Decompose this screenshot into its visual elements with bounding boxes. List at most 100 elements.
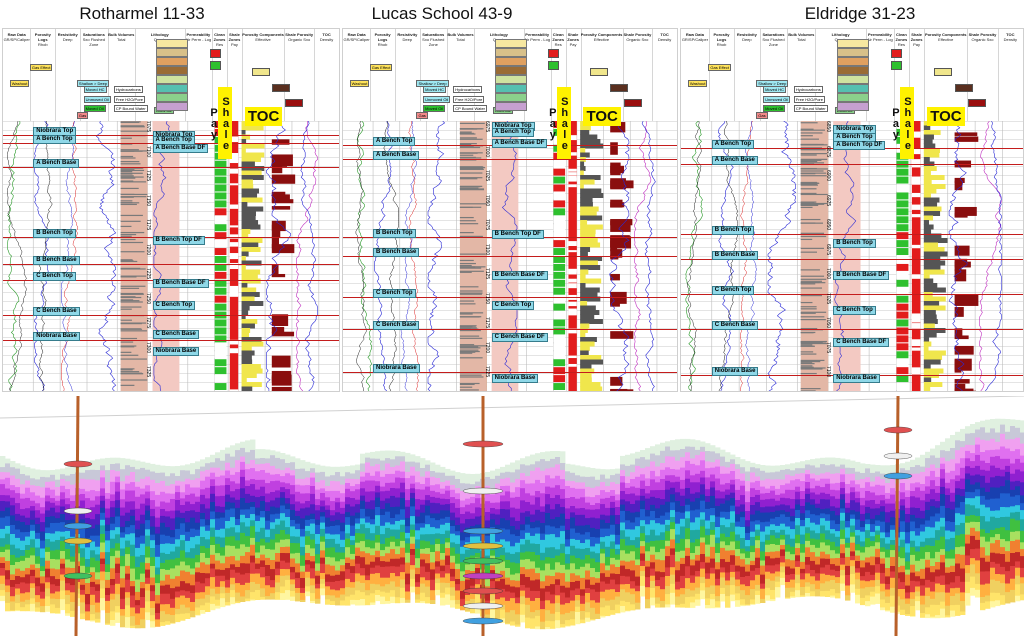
model-layer-cell	[310, 578, 316, 586]
model-layer-cell	[685, 452, 691, 462]
model-layer-cell	[890, 525, 896, 531]
model-layer-cell	[230, 584, 236, 591]
model-layer-cell	[130, 616, 136, 627]
model-layer-cell	[185, 597, 191, 608]
model-layer-cell	[935, 551, 941, 563]
model-layer-cell	[195, 607, 201, 616]
model-layer-cell	[300, 503, 306, 509]
model-layer-cell	[775, 471, 781, 480]
model-layer-cell	[905, 603, 911, 615]
model-layer-cell	[620, 491, 626, 500]
model-layer-cell	[680, 575, 686, 589]
model-layer-cell	[865, 581, 871, 588]
lithology-pattern	[120, 372, 143, 375]
lithology-pattern	[459, 154, 474, 156]
model-layer-cell	[280, 530, 286, 541]
model-layer-cell	[20, 498, 26, 510]
model-layer-cell	[215, 543, 221, 554]
porosity-component-fill	[923, 346, 929, 351]
model-layer-cell	[835, 482, 841, 491]
clean-zone-block	[214, 295, 227, 303]
model-layer-cell	[930, 537, 936, 547]
model-layer-cell	[10, 467, 16, 476]
model-layer-cell	[935, 501, 941, 509]
formation-marker-left: Niobrara Base	[711, 366, 759, 376]
model-layer-cell	[635, 487, 641, 496]
model-layer-cell	[175, 557, 181, 566]
model-layer-cell	[180, 613, 186, 621]
model-layer-cell	[260, 501, 266, 512]
model-layer-cell	[25, 480, 31, 489]
model-layer-cell	[670, 574, 676, 585]
formation-marker-right: B Bench Base DF	[491, 270, 548, 280]
porosity-component-fill	[241, 287, 257, 293]
model-layer-cell	[70, 585, 76, 593]
model-layer-cell	[240, 532, 246, 545]
model-layer-cell	[215, 496, 221, 507]
header-column-title: Clean Zones	[213, 32, 226, 42]
lithology-pattern	[800, 312, 816, 314]
lithology-pattern	[800, 331, 816, 334]
model-layer-cell	[155, 574, 161, 584]
model-layer-cell	[245, 493, 251, 504]
model-layer-cell	[185, 522, 191, 533]
model-layer-cell	[45, 577, 51, 583]
model-layer-cell	[165, 614, 171, 622]
shale-pay-gap	[911, 339, 921, 347]
clean-zone-block	[896, 168, 909, 176]
lithology-pattern	[800, 232, 825, 234]
model-layer-cell	[850, 500, 856, 511]
model-layer-cell	[605, 486, 611, 493]
model-layer-cell	[640, 553, 646, 562]
legend-chip: CP Bound Water	[793, 105, 828, 113]
model-layer-cell	[275, 474, 281, 482]
model-layer-cell	[270, 492, 276, 501]
model-layer-cell	[160, 480, 166, 493]
model-layer-cell	[0, 472, 6, 480]
model-layer-cell	[775, 505, 781, 512]
model-layer-cell	[540, 609, 546, 622]
model-layer-cell	[490, 581, 496, 591]
model-layer-cell	[300, 546, 306, 556]
model-layer-cell	[450, 547, 456, 557]
shale-porosity-block	[954, 269, 967, 282]
model-layer-cell	[275, 490, 281, 499]
model-layer-cell	[580, 508, 586, 516]
model-layer-cell	[345, 557, 351, 564]
model-layer-cell	[610, 469, 616, 476]
model-layer-cell	[885, 465, 891, 477]
model-layer-cell	[500, 604, 506, 610]
model-layer-cell	[25, 536, 31, 546]
model-layer-cell	[580, 525, 586, 535]
permeability-curve	[153, 121, 171, 391]
model-layer-cell	[500, 561, 506, 572]
model-layer-cell	[475, 473, 481, 482]
model-layer-cell	[190, 568, 196, 575]
model-layer-cell	[125, 534, 131, 541]
model-layer-cell	[380, 515, 386, 527]
model-layer-cell	[440, 553, 446, 560]
model-layer-cell	[870, 531, 876, 537]
porosity-component-fill	[241, 364, 261, 369]
model-layer-cell	[915, 482, 921, 488]
model-layer-cell	[385, 463, 391, 475]
model-layer-cell	[880, 563, 886, 574]
model-layer-cell	[940, 441, 946, 451]
model-layer-cell	[565, 569, 571, 582]
model-layer-cell	[540, 483, 546, 494]
model-layer-cell	[70, 514, 76, 521]
model-layer-cell	[700, 451, 706, 461]
model-layer-cell	[380, 556, 386, 562]
model-layer-cell	[670, 510, 676, 518]
porosity-component-fill	[580, 292, 598, 297]
model-layer-cell	[435, 551, 441, 562]
porosity-legend-swatch	[590, 67, 609, 76]
model-layer-cell	[280, 487, 286, 493]
model-layer-cell	[885, 498, 891, 504]
header-column-title: Raw Data	[347, 32, 366, 37]
model-layer-cell	[760, 598, 766, 603]
lithology-pattern	[800, 159, 822, 161]
saturation-curve	[96, 121, 117, 391]
model-layer-cell	[315, 505, 321, 511]
model-layer-cell	[720, 473, 726, 485]
